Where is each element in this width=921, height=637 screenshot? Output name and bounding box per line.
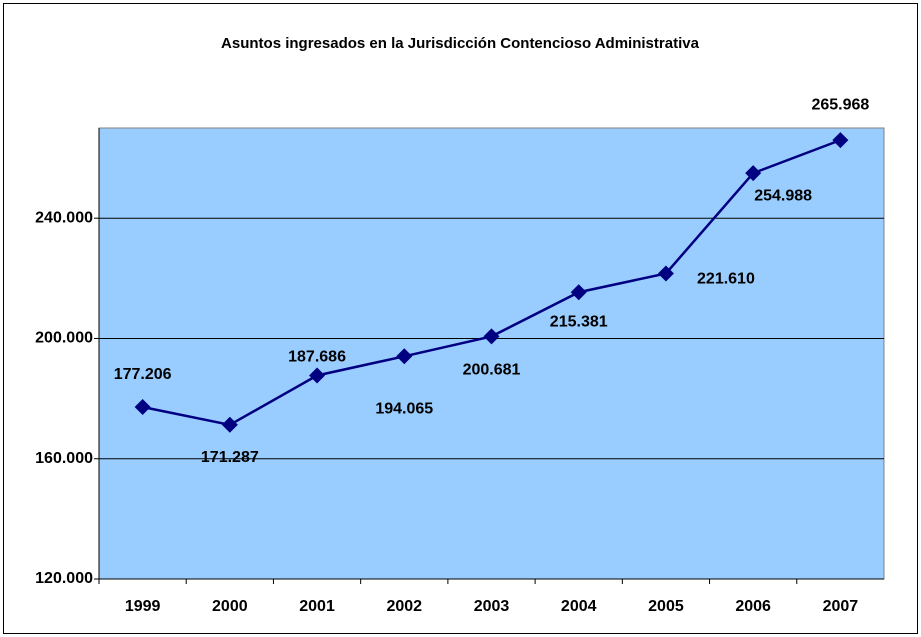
- x-tick-label: 2004: [561, 598, 597, 615]
- marker: [396, 348, 413, 365]
- marker: [657, 265, 674, 282]
- marker: [221, 416, 238, 433]
- marker: [483, 328, 500, 345]
- x-tick-label: 2002: [386, 598, 422, 615]
- y-tick-label: 240.000: [35, 209, 93, 226]
- data-label: 177.206: [114, 366, 172, 383]
- data-label: 194.065: [375, 401, 433, 418]
- chart-title: Asuntos ingresados en la Jurisdicción Co…: [221, 35, 700, 52]
- data-label: 200.681: [463, 362, 521, 379]
- x-tick-label: 2003: [474, 598, 510, 615]
- marker: [134, 399, 151, 416]
- x-tick-label: 2006: [735, 598, 771, 615]
- x-tick-label: 2000: [212, 598, 248, 615]
- marker: [570, 284, 587, 301]
- plot-area: [98, 127, 885, 580]
- data-label: 215.381: [550, 313, 608, 330]
- data-label: 254.988: [754, 187, 812, 204]
- marker: [309, 367, 326, 384]
- data-label: 171.287: [201, 449, 259, 466]
- marker: [745, 165, 762, 182]
- x-tick-label: 2005: [648, 598, 684, 615]
- x-tick-label: 1999: [125, 598, 161, 615]
- x-tick-label: 2007: [823, 598, 859, 615]
- data-label: 221.610: [697, 271, 755, 288]
- data-label: 187.686: [288, 349, 346, 366]
- x-tick-label: 2001: [299, 598, 335, 615]
- y-tick-label: 200.000: [35, 330, 93, 347]
- y-tick-label: 160.000: [35, 450, 93, 467]
- data-label: 265.968: [811, 96, 869, 113]
- y-tick-label: 120.000: [35, 570, 93, 587]
- marker: [832, 132, 849, 149]
